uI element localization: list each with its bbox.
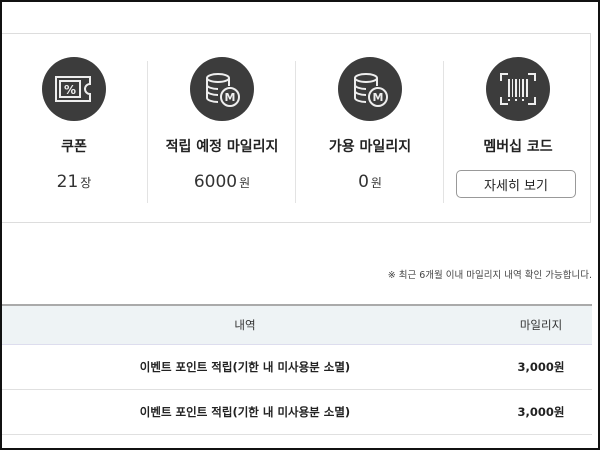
available-mileage-label: 가용 마일리지 <box>328 139 412 155</box>
coupon-icon: % <box>42 57 106 121</box>
divider <box>147 61 148 203</box>
row-description: 이벤트 포인트 적립(기한 내 미사용분 소멸) <box>139 405 351 419</box>
mileage-history-note: ※ 최근 6개월 이내 마일리지 내역 확인 가능합니다. <box>387 270 592 281</box>
membership-code-label: 멤버십 코드 <box>483 139 553 155</box>
coupon-summary[interactable]: % 쿠폰 21 장 <box>0 34 148 224</box>
available-mileage-amount: 0 <box>358 172 369 192</box>
svg-text:M: M <box>373 91 384 104</box>
pending-mileage-unit: 원 <box>239 176 251 190</box>
coupon-count-value: 21 <box>56 172 79 192</box>
header-mileage: 마일리지 <box>519 318 563 332</box>
membership-code-summary: 멤버십 코드 자세히 보기 <box>444 34 592 224</box>
row-description: 이벤트 포인트 적립(기한 내 미사용분 소멸) <box>139 360 351 374</box>
coupon-label: 쿠폰 <box>61 139 87 155</box>
table-row: 이벤트 포인트 적립(기한 내 미사용분 소멸) 3,000원 <box>0 345 592 390</box>
pending-mileage-label: 적립 예정 마일리지 <box>165 139 279 155</box>
mileage-history-table: 내역 마일리지 이벤트 포인트 적립(기한 내 미사용분 소멸) 3,000원 … <box>0 304 592 435</box>
divider <box>295 61 296 203</box>
svg-text:%: % <box>64 83 76 97</box>
row-mileage: 3,000원 <box>517 405 565 419</box>
mileage-coins-icon: M <box>190 57 254 121</box>
available-mileage-unit: 원 <box>370 176 382 190</box>
table-row: 이벤트 포인트 적립(기한 내 미사용분 소멸) 3,000원 <box>0 390 592 435</box>
divider <box>443 61 444 203</box>
svg-text:M: M <box>225 91 236 104</box>
pending-mileage-amount: 6000 <box>193 172 238 192</box>
view-details-button[interactable]: 자세히 보기 <box>456 170 576 198</box>
pending-mileage-value: 6000 원 <box>148 172 296 192</box>
mileage-coins-icon: M <box>338 57 402 121</box>
barcode-icon <box>486 57 550 121</box>
pending-mileage-summary: M 적립 예정 마일리지 6000 원 <box>148 34 296 224</box>
header-description: 내역 <box>234 318 256 332</box>
coupon-unit: 장 <box>80 176 92 190</box>
row-mileage: 3,000원 <box>517 360 565 374</box>
table-header: 내역 마일리지 <box>0 304 592 345</box>
coupon-count: 21 장 <box>0 172 148 192</box>
